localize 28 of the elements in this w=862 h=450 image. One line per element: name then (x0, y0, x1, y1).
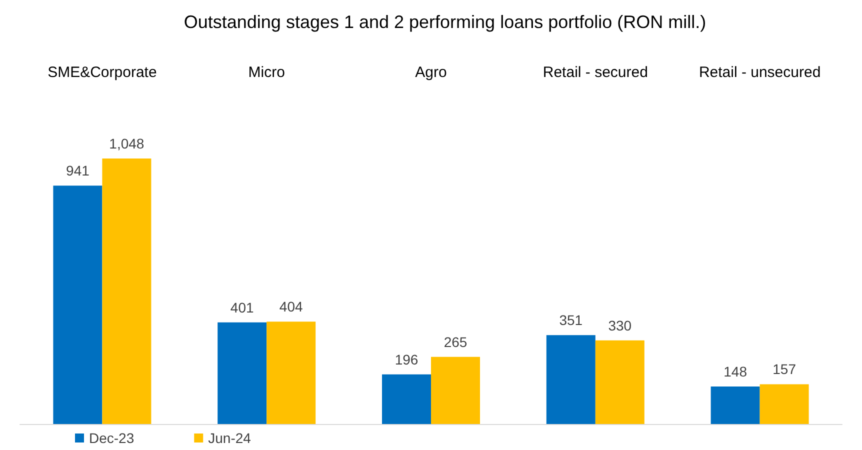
bar (431, 356, 480, 424)
bar (382, 374, 431, 424)
data-label: 401 (230, 299, 254, 316)
x-tick-label: Retail - unsecured (698, 64, 821, 81)
bar (595, 340, 644, 424)
data-label: 404 (279, 298, 303, 315)
x-tick-label: Micro (248, 64, 285, 81)
data-label: 1,048 (109, 136, 144, 152)
bar (102, 158, 152, 424)
bar (760, 384, 809, 424)
data-label: 157 (772, 361, 796, 378)
data-label: 265 (444, 334, 468, 350)
x-tick-label: Agro (415, 64, 447, 81)
bar (710, 386, 760, 424)
data-label: 351 (559, 312, 583, 328)
legend-label: Dec-23 (89, 430, 134, 446)
bar (266, 322, 316, 424)
data-label: 196 (394, 351, 418, 368)
bar (546, 335, 596, 424)
legend-label: Jun-24 (208, 430, 252, 446)
x-tick-label: SME&Corporate (48, 64, 157, 81)
x-tick-label: Retail - secured (542, 64, 648, 81)
data-label: 330 (608, 317, 632, 334)
data-label: 941 (66, 162, 90, 179)
bar (53, 186, 102, 424)
bar (218, 322, 267, 424)
data-label: 148 (724, 364, 748, 380)
chart-title: Outstanding stages 1 and 2 performing loans portfolio (RON mill.) (184, 12, 706, 32)
